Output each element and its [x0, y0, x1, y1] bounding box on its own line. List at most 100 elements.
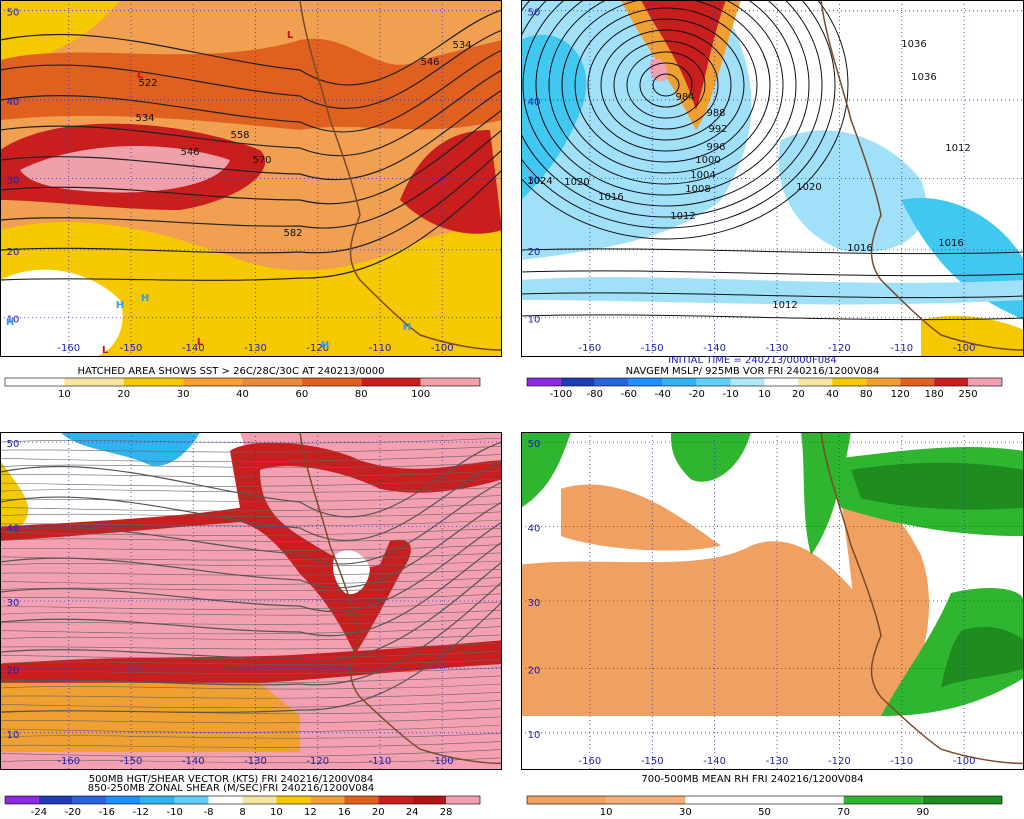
isobar: [639, 62, 693, 108]
map-panel: 50 40 30 20 10 -160 -150 -140 -130 -120 -110 -100 98…: [521, 0, 1024, 357]
colorbar-label: 10: [758, 389, 771, 400]
lat-label: 20: [7, 666, 20, 677]
colorbar-label: 80: [355, 389, 368, 400]
colorbar-swatch: [922, 796, 1002, 804]
colorbar-swatch: [183, 378, 243, 386]
isobar: [521, 0, 836, 229]
map-panel: 50 40 30 20 10 -160 -150 -140 -130 -120 -110 -100 52…: [0, 0, 502, 357]
colorbar-label: 100: [411, 389, 430, 400]
field-shade: [0, 269, 123, 357]
colorbar-label: 30: [679, 807, 692, 818]
caption: NAVGEM MSLP/ 925MB VOR FRI 240216/1200V0…: [626, 366, 880, 377]
isobar: [535, 0, 797, 196]
streamline: [0, 437, 502, 444]
colorbar-label: 50: [758, 807, 771, 818]
colorbar-swatch: [140, 796, 175, 804]
streamline: [0, 650, 502, 659]
colorbar-swatch: [934, 378, 969, 386]
colorbar-label: -80: [587, 389, 603, 400]
streamline: [0, 462, 502, 468]
contour-label: 988: [706, 108, 725, 119]
lat-label: 30: [7, 176, 20, 187]
colorbar-swatch: [662, 378, 697, 386]
colorbar-swatch: [527, 796, 607, 804]
lon-label: -160: [579, 756, 602, 767]
colorbar-label: 28: [440, 807, 453, 818]
pressure-center: L: [287, 30, 294, 41]
colorbar-swatch: [174, 796, 209, 804]
pressure-center: H: [116, 300, 124, 311]
map-area: [521, 432, 1024, 770]
lat-label: 30: [528, 176, 541, 187]
lat-label: 50: [7, 8, 20, 19]
streamline: [0, 503, 502, 512]
colorbar-swatch: [527, 378, 561, 386]
colorbar-swatch: [123, 378, 184, 386]
lat-label: 50: [528, 439, 541, 450]
height-contour: [0, 29, 502, 109]
contour-label: 992: [708, 124, 727, 135]
pressure-center: H: [403, 322, 411, 333]
lon-label: -110: [369, 756, 392, 767]
colorbar-label: 20: [117, 389, 130, 400]
caption: 850-250MB ZONAL SHEAR (M/SEC)FRI 240216/…: [88, 783, 375, 794]
streamline: [0, 741, 502, 748]
height-contour: [0, 581, 502, 686]
contour-label: 1012: [945, 143, 970, 154]
isobar: [626, 51, 706, 119]
field-shade: [841, 496, 930, 717]
height-contour: [0, 89, 502, 181]
contour-label: 1016: [938, 238, 963, 249]
map-area: [521, 0, 1024, 357]
field-shade: [20, 146, 230, 193]
contour-label: 1012: [772, 300, 797, 311]
height-contour: [0, 541, 502, 637]
colorbar-swatch: [843, 796, 923, 804]
lat-label: 20: [7, 247, 20, 258]
streamline: [0, 749, 502, 758]
colorbar-swatch: [968, 378, 1002, 386]
pressure-center: H: [141, 293, 149, 304]
field-shade: [921, 315, 1024, 357]
lon-label: -160: [57, 756, 80, 767]
streamline: [0, 626, 502, 635]
height-contour: [0, 501, 502, 589]
colorbar-swatch: [685, 796, 765, 804]
map-panel: 50 40 30 20 10 -160 -150 -140 -130 -120 -110 -100: [521, 432, 1024, 770]
lon-label: -130: [766, 756, 789, 767]
lat-label: 10: [528, 730, 541, 741]
height-contour: [0, 521, 502, 613]
isobar: [548, 0, 784, 185]
lon-label: -140: [703, 756, 726, 767]
colorbar-label: 24: [406, 807, 419, 818]
colorbar-swatch: [628, 378, 663, 386]
lat-label: 40: [7, 524, 20, 535]
isobar: [587, 18, 745, 152]
field-shade: [400, 130, 502, 234]
streamline: [0, 757, 502, 764]
colorbar-swatch: [420, 378, 480, 386]
lon-label: -150: [120, 756, 143, 767]
colorbar-label: 8: [239, 807, 245, 818]
field-shade: [671, 432, 751, 482]
colorbar-swatch: [5, 378, 65, 386]
lon-label: -120: [828, 756, 851, 767]
colorbar-label: 180: [925, 389, 944, 400]
colorbar-swatch: [594, 378, 629, 386]
colorbar-label: -12: [133, 807, 149, 818]
colorbar-label: 12: [304, 807, 317, 818]
lon-label: -150: [641, 756, 664, 767]
caption: 700-500MB MEAN RH FRI 240216/1200V084: [641, 774, 863, 785]
streamline: [0, 618, 502, 625]
contour-label: 534: [452, 40, 471, 51]
colorbar-swatch: [208, 796, 243, 804]
field-shade: [0, 220, 502, 357]
colorbar-border: [4, 795, 481, 805]
colorbar-label: -60: [621, 389, 637, 400]
streamline: [0, 495, 502, 502]
colorbar-border: [4, 377, 481, 387]
field-shade: [561, 484, 721, 551]
contour-label: 1012: [670, 211, 695, 222]
lat-label: 30: [528, 598, 541, 609]
field-shade: [778, 130, 927, 252]
